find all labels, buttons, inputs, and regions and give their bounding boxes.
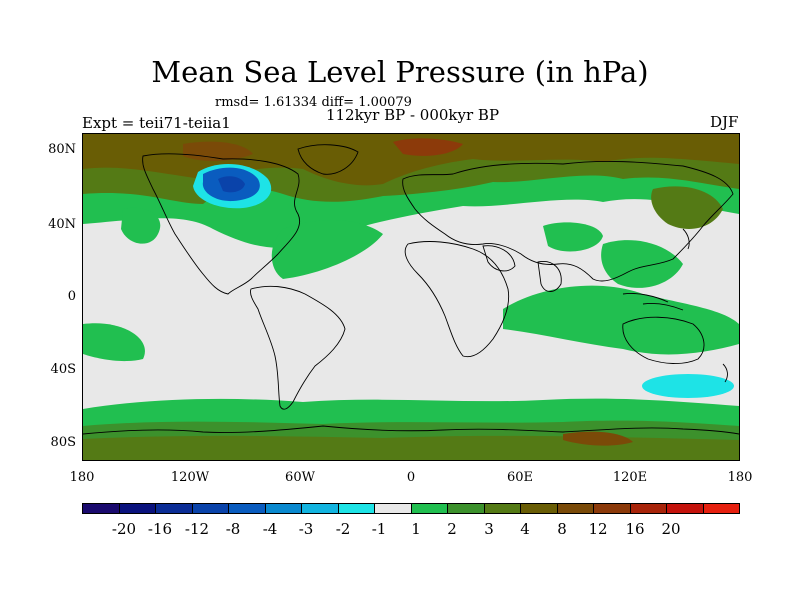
colorbar-swatch	[302, 504, 339, 513]
north-brown-band	[83, 134, 739, 186]
experiment-label: Expt = teii71-teiia1	[82, 114, 231, 132]
colorbar-label: -12	[184, 520, 210, 538]
pressure-map	[83, 134, 739, 460]
colorbar-label: 3	[484, 520, 494, 538]
lon-label-180e: 180	[727, 470, 753, 485]
lat-label-80n: 80N	[48, 142, 76, 157]
colorbar-swatch	[375, 504, 412, 513]
lon-label-0: 0	[406, 470, 416, 485]
coastlines	[83, 144, 739, 435]
colorbar-swatch	[338, 504, 375, 513]
antarctic-brown	[563, 431, 633, 446]
africa-coast	[404, 241, 510, 358]
colorbar-label: -1	[371, 520, 387, 538]
colorbar-label: -2	[335, 520, 351, 538]
colorbar-swatch	[557, 504, 594, 513]
colorbar-label: 8	[557, 520, 567, 538]
colorbar-swatch	[229, 504, 266, 513]
lon-label-120w: 120W	[170, 470, 210, 485]
lon-label-120e: 120E	[612, 470, 648, 485]
antarctica-coast	[83, 425, 739, 435]
colorbar-swatch	[521, 504, 558, 513]
colorbar-label: 16	[625, 520, 645, 538]
lat-label-0: 0	[67, 289, 76, 304]
colorbar-label: 2	[447, 520, 457, 538]
eurasia-coast	[402, 160, 734, 282]
colorbar-label: 4	[520, 520, 530, 538]
lat-label-40s: 40S	[50, 362, 76, 377]
arabia-coast	[482, 245, 516, 272]
asia-olive-patch	[651, 186, 723, 229]
indonesia-coast	[622, 293, 684, 311]
colorbar-swatch	[484, 504, 521, 513]
south-brown-band	[83, 435, 739, 460]
colorbar-swatch	[192, 504, 229, 513]
australia-coast	[622, 316, 705, 364]
lon-label-60w: 60W	[285, 470, 315, 485]
colorbar-swatch	[630, 504, 667, 513]
tibet-green-patch	[543, 222, 603, 252]
atlantic-green	[271, 219, 383, 279]
colorbar-label: -16	[147, 520, 173, 538]
west-pacific-green	[601, 240, 683, 288]
colorbar-swatch	[156, 504, 193, 513]
colorbar-label: 1	[411, 520, 421, 538]
colorbar-label: 12	[588, 520, 608, 538]
colorbar-swatch	[119, 504, 156, 513]
lon-label-60e: 60E	[506, 470, 534, 485]
season-label: DJF	[710, 113, 739, 131]
colorbar-label: -20	[111, 520, 137, 538]
colorbar-label: -3	[298, 520, 314, 538]
north-red-core	[393, 138, 463, 156]
colorbar-swatch	[265, 504, 302, 513]
colorbar-swatch	[448, 504, 485, 513]
north-america-coast	[142, 153, 301, 295]
map-panel	[82, 133, 740, 461]
lat-label-80s: 80S	[50, 435, 76, 450]
colorbar-label: 20	[661, 520, 681, 538]
hudson-dark-core	[218, 176, 245, 193]
greenland-coast	[297, 144, 359, 175]
colorbar-swatch	[411, 504, 448, 513]
japan-coast	[682, 228, 690, 250]
period-label: 112kyr BP - 000kyr BP	[325, 106, 500, 124]
colorbar-label: -4	[262, 520, 278, 538]
colorbar-swatch	[83, 504, 120, 513]
chart-title: Mean Sea Level Pressure (in hPa)	[151, 55, 649, 89]
colorbar-swatch	[594, 504, 631, 513]
north-pacific-green	[121, 207, 161, 244]
southern-cyan-low	[642, 374, 734, 398]
stats-line: rmsd= 1.61334 diff= 1.00079	[215, 95, 412, 110]
colorbar	[82, 503, 740, 514]
indian-ocean-green	[503, 285, 739, 355]
lon-label-180w: 180	[69, 470, 95, 485]
colorbar-swatch	[703, 504, 739, 513]
south-pacific-green	[83, 323, 145, 362]
colorbar-label: -8	[225, 520, 241, 538]
lat-label-40n: 40N	[48, 217, 76, 232]
south-america-coast	[250, 285, 346, 410]
new-zealand-coast	[722, 363, 728, 383]
india-coast	[537, 261, 562, 292]
colorbar-swatch	[667, 504, 704, 513]
